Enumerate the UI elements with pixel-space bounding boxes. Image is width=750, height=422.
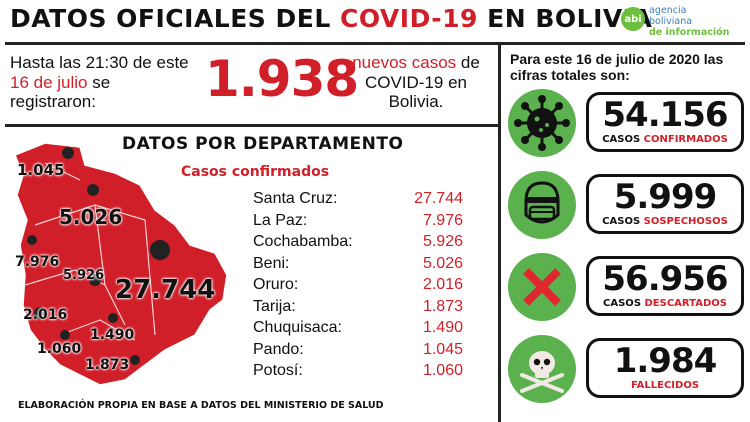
title-text: DATOS OFICIALES DEL bbox=[10, 4, 340, 33]
label-red: SOSPECHOSOS bbox=[643, 216, 728, 227]
department-row: Oruro: 2.016 bbox=[253, 276, 463, 298]
department-row: La Paz: 7.976 bbox=[253, 212, 463, 234]
label-red: CONFIRMADOS bbox=[643, 134, 728, 145]
stat-box-sospechosos: 5.999 CASOS SOSPECHOSOS bbox=[586, 174, 744, 234]
map-label-santa-cruz: 27.744 bbox=[115, 275, 216, 305]
hasta-pre: Hasta las 21:30 de este bbox=[10, 53, 189, 72]
department-name: Cochabamba: bbox=[253, 233, 353, 250]
department-name: Oruro: bbox=[253, 276, 299, 293]
stat-confirmados: 54.156 CASOS CONFIRMADOS bbox=[508, 87, 744, 157]
virus-icon bbox=[508, 89, 576, 157]
departments-title: DATOS POR DEPARTAMENTO bbox=[122, 134, 404, 154]
department-row: Chuquisaca: 1.490 bbox=[253, 319, 463, 341]
logo-line2: boliviana bbox=[649, 16, 693, 27]
departments-subtitle: Casos confirmados bbox=[181, 164, 330, 180]
department-row: Beni: 5.026 bbox=[253, 255, 463, 277]
department-value: 27.744 bbox=[414, 190, 463, 207]
map-label-potosi: 1.060 bbox=[37, 341, 82, 357]
label-pre: CASOS bbox=[602, 134, 644, 145]
stat-descartados: 56.956 CASOS DESCARTADOS bbox=[508, 251, 744, 321]
label-red: FALLECIDOS bbox=[630, 380, 700, 391]
map-label-beni: 5.026 bbox=[59, 205, 123, 229]
department-value: 5.926 bbox=[422, 233, 463, 250]
abi-logo-text: agencia boliviana de información bbox=[649, 5, 729, 38]
bolivia-map-shape bbox=[14, 142, 228, 386]
map-label-cochabamba: 5.926 bbox=[63, 268, 105, 283]
red-x-icon bbox=[508, 253, 576, 321]
label-pre: CASOS bbox=[602, 216, 644, 227]
department-name: Tarija: bbox=[253, 297, 296, 315]
department-value: 7.976 bbox=[422, 211, 463, 229]
stat-box-confirmados: 54.156 CASOS CONFIRMADOS bbox=[586, 92, 744, 152]
stat-sospechosos: 5.999 CASOS SOSPECHOSOS bbox=[508, 169, 744, 239]
top-divider bbox=[5, 42, 745, 45]
department-row: Potosí: 1.060 bbox=[253, 362, 463, 384]
department-name: La Paz: bbox=[253, 211, 308, 229]
label-pre: CASOS bbox=[603, 298, 645, 309]
middle-divider bbox=[5, 124, 498, 127]
stat-box-descartados: 56.956 CASOS DESCARTADOS bbox=[586, 256, 744, 316]
logo-line1: agencia bbox=[649, 5, 687, 16]
stat-label: CASOS SOSPECHOSOS bbox=[589, 216, 741, 227]
stat-number: 1.984 bbox=[613, 341, 718, 381]
abi-logo-icon: abi bbox=[621, 7, 645, 31]
department-value: 1.873 bbox=[422, 297, 463, 315]
nuevos-rest: de COVID-19 en Bolivia. bbox=[364, 53, 480, 111]
logo-line3: de información bbox=[649, 27, 730, 38]
vertical-divider bbox=[498, 45, 501, 422]
stat-box-fallecidos: 1.984 FALLECIDOS bbox=[586, 338, 744, 398]
stat-fallecidos: 1.984 FALLECIDOS bbox=[508, 333, 744, 403]
map-label-pando: 1.045 bbox=[17, 161, 65, 179]
departments-list: Santa Cruz: 27.744 La Paz: 7.976 Cochabamba:… bbox=[253, 190, 463, 384]
abi-logo: abi agencia boliviana de información bbox=[621, 5, 746, 45]
page-title: DATOS OFICIALES DEL COVID-19 EN BOLIVIA bbox=[10, 4, 652, 33]
hasta-post: se registraron: bbox=[10, 72, 111, 112]
stat-label: CASOS DESCARTADOS bbox=[589, 298, 741, 309]
department-value: 1.045 bbox=[422, 340, 463, 358]
totals-intro: Para este 16 de julio de 2020 las cifras… bbox=[510, 51, 724, 83]
department-row: Santa Cruz: 27.744 bbox=[253, 190, 463, 212]
department-value: 1.490 bbox=[422, 319, 463, 336]
department-name: Santa Cruz: bbox=[253, 190, 338, 207]
department-value: 5.026 bbox=[422, 254, 463, 272]
department-name: Chuquisaca: bbox=[253, 319, 342, 336]
department-row: Pando: 1.045 bbox=[253, 341, 463, 363]
department-value: 1.060 bbox=[422, 362, 463, 379]
department-name: Beni: bbox=[253, 254, 290, 272]
stat-number: 5.999 bbox=[613, 177, 718, 217]
department-name: Potosí: bbox=[253, 362, 303, 379]
map-label-tarija: 1.873 bbox=[85, 357, 130, 373]
source-footer: ELABORACIÓN PROPIA EN BASE A DATOS DEL M… bbox=[18, 400, 384, 411]
stat-number: 54.156 bbox=[602, 95, 728, 135]
department-row: Cochabamba: 5.926 bbox=[253, 233, 463, 255]
department-value: 2.016 bbox=[422, 276, 463, 293]
map-label-oruro: 2.016 bbox=[23, 307, 68, 323]
new-cases-number: 1.938 bbox=[205, 50, 359, 108]
report-time-text: Hasta las 21:30 de este 16 de julio se r… bbox=[10, 53, 195, 112]
label-red: DESCARTADOS bbox=[644, 298, 727, 309]
mask-face-icon bbox=[508, 171, 576, 239]
map-label-chuquisaca: 1.490 bbox=[90, 327, 135, 343]
stat-number: 56.956 bbox=[602, 259, 728, 299]
department-row: Tarija: 1.873 bbox=[253, 298, 463, 320]
stat-label: FALLECIDOS bbox=[589, 380, 741, 391]
bolivia-map: 1.045 5.026 7.976 5.926 27.744 2.016 1.4… bbox=[5, 135, 240, 395]
skull-icon bbox=[508, 335, 576, 403]
new-cases-text: nuevos casos de COVID-19 en Bolivia. bbox=[337, 53, 495, 112]
stat-label: CASOS CONFIRMADOS bbox=[589, 134, 741, 145]
title-covid: COVID-19 bbox=[339, 4, 478, 33]
hasta-date: 16 de julio bbox=[10, 72, 88, 92]
map-label-la-paz: 7.976 bbox=[15, 254, 60, 270]
nuevos-red: nuevos casos bbox=[352, 53, 457, 72]
department-name: Pando: bbox=[253, 340, 304, 358]
